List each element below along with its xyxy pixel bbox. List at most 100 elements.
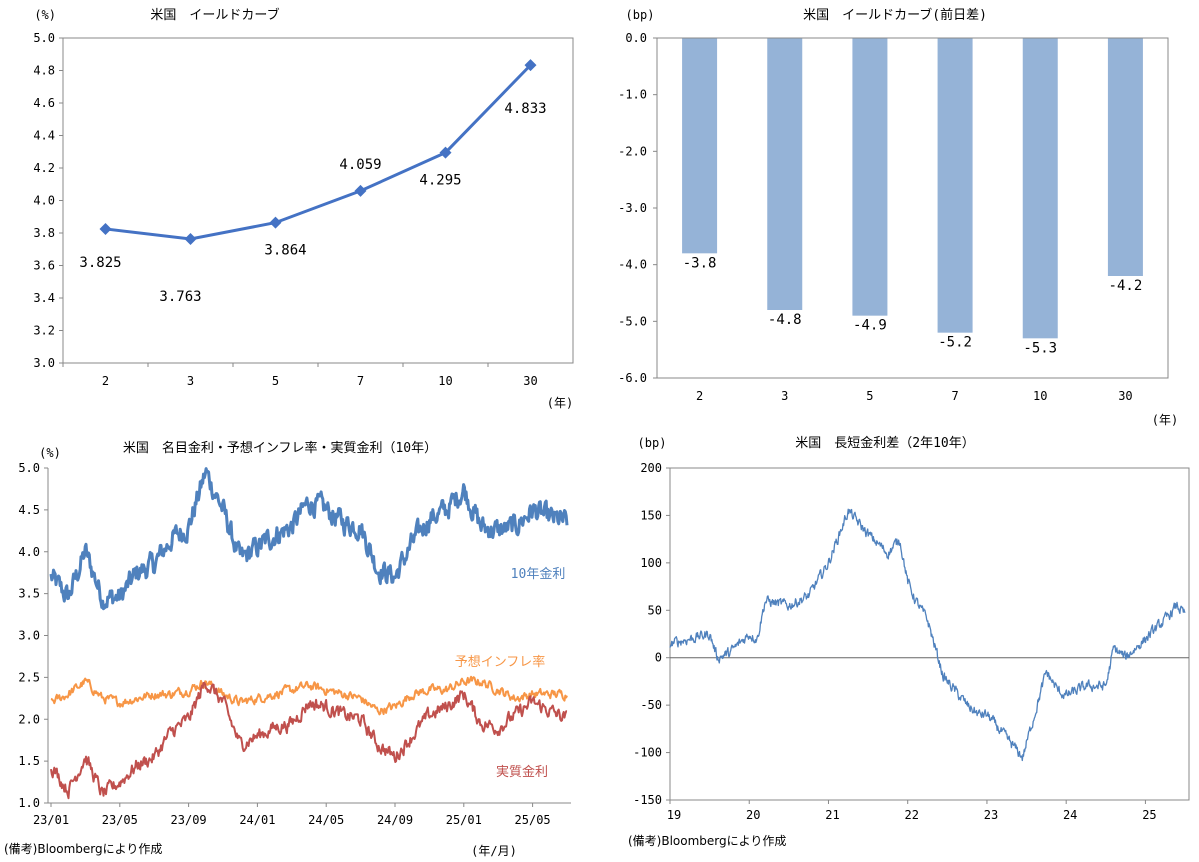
chart1-x-tick-label: 30 <box>523 374 537 388</box>
chart2-data-label: -4.9 <box>853 318 887 334</box>
chart1-y-tick-label: 3.6 <box>33 259 55 273</box>
chart1-y-tick-label: 4.8 <box>33 64 55 78</box>
chart1-y-tick-label: 4.4 <box>33 129 55 143</box>
chart1-y-tick-label: 4.2 <box>33 161 55 175</box>
chart4-x-tick-label: 22 <box>904 808 918 822</box>
chart2-y-tick-label: -3.0 <box>618 201 647 215</box>
chart3-y-tick-label: 5.0 <box>18 461 40 475</box>
chart2-data-label: -5.3 <box>1023 340 1057 356</box>
chart3-title: 米国 名目金利・予想インフレ率・実質金利（10年） <box>123 440 437 456</box>
chart3-y-tick-label: 4.5 <box>18 503 40 517</box>
chart1-point-marker <box>439 146 452 159</box>
chart1-point-marker <box>99 222 112 235</box>
chart1-point-marker <box>354 184 367 197</box>
chart4-y-tick-label: 100 <box>640 556 662 570</box>
chart2-bar <box>852 38 888 316</box>
chart2-bar <box>767 38 803 310</box>
chart3-series-line <box>50 675 568 716</box>
chart1-plot-frame <box>62 37 574 364</box>
chart4-y-unit: (bp) <box>638 436 667 450</box>
chart2-x-tick-label: 2 <box>696 389 703 403</box>
chart1-point-marker <box>184 233 197 246</box>
chart4-y-tick-label: 50 <box>648 603 662 617</box>
chart3-x-tick-label: 23/05 <box>102 813 138 827</box>
chart3-x-tick-label: 25/01 <box>446 813 482 827</box>
chart2-y-tick-label: -4.0 <box>618 258 647 272</box>
chart1-data-label: 4.059 <box>339 157 381 173</box>
chart2-x-tick-label: 5 <box>866 389 873 403</box>
chart3-series-line <box>49 467 569 611</box>
chart2-bar <box>1022 38 1058 339</box>
chart3-series-label: 10年金利 <box>511 566 566 582</box>
chart4-x-tick-label: 21 <box>825 808 839 822</box>
chart1-y-tick-label: 3.4 <box>33 291 55 305</box>
source-note-left: (備考)Bloombergにより作成 <box>4 842 163 856</box>
chart3-x-unit: (年/月) <box>471 844 517 858</box>
chart2-bar <box>937 38 973 333</box>
chart4-y-tick-label: 200 <box>640 461 662 475</box>
chart3-x-tick-label: 23/09 <box>171 813 207 827</box>
chart3-y-tick-label: 4.0 <box>18 545 40 559</box>
chart3-y-tick-label: 2.0 <box>18 712 40 726</box>
chart2-data-label: -3.8 <box>683 255 717 271</box>
chart1-x-unit: (年) <box>547 396 573 410</box>
chart3-series-line <box>50 681 568 800</box>
chart2-x-tick-label: 30 <box>1118 389 1132 403</box>
chart2-plot-frame <box>656 37 1169 379</box>
chart2-y-tick-label: -1.0 <box>618 88 647 102</box>
chart1-data-label: 4.833 <box>504 101 546 117</box>
chart2-x-tick-label: 10 <box>1033 389 1047 403</box>
chart3-y-tick-label: 1.0 <box>18 796 40 810</box>
chart3-x-tick-label: 23/01 <box>33 813 69 827</box>
chart3-y-unit: (%) <box>39 446 61 460</box>
chart4-plot-frame <box>669 467 1190 801</box>
source-note-right: (備考)Bloombergにより作成 <box>628 834 787 848</box>
chart2-title: 米国 イールドカーブ(前日差) <box>803 7 987 23</box>
chart1-data-label: 3.825 <box>79 255 121 271</box>
chart2-data-label: -4.8 <box>768 312 802 328</box>
chart4-y-tick-label: -100 <box>633 746 662 760</box>
chart1-y-tick-label: 4.6 <box>33 96 55 110</box>
chart3-x-tick-label: 24/09 <box>377 813 413 827</box>
chart4-y-tick-label: 150 <box>640 508 662 522</box>
chart4-x-tick-label: 20 <box>746 808 760 822</box>
chart1-x-tick-label: 5 <box>272 374 279 388</box>
chart1-x-tick-label: 3 <box>187 374 194 388</box>
chart2-data-label: -4.2 <box>1109 278 1143 294</box>
chart1-data-label: 3.864 <box>264 243 306 259</box>
chart3-y-tick-label: 1.5 <box>18 754 40 768</box>
chart2-x-unit: (年) <box>1152 413 1178 427</box>
chart1-y-unit: (%) <box>34 8 56 22</box>
chart1-y-tick-label: 3.8 <box>33 226 55 240</box>
chart2-y-tick-label: -5.0 <box>618 314 647 328</box>
chart3-series-label: 実質金利 <box>496 764 548 780</box>
chart1-series-line <box>105 64 532 241</box>
chart1-point-marker <box>524 59 537 72</box>
chart2-y-unit: (bp) <box>626 8 655 22</box>
chart1-x-tick-label: 10 <box>438 374 452 388</box>
chart4-x-tick-label: 25 <box>1142 808 1156 822</box>
chart1-title: 米国 イールドカーブ <box>150 7 279 23</box>
chart1-point-marker <box>269 216 282 229</box>
chart1-data-label: 3.763 <box>159 289 201 305</box>
chart4-y-tick-label: -150 <box>633 793 662 807</box>
chart3-x-tick-label: 24/05 <box>308 813 344 827</box>
chart2-data-label: -5.2 <box>938 335 972 351</box>
chart4-y-tick-label: 0 <box>655 651 662 665</box>
chart2-y-tick-label: -2.0 <box>618 144 647 158</box>
chart2-y-tick-label: -6.0 <box>618 371 647 385</box>
chart1-y-tick-label: 4.0 <box>33 194 55 208</box>
chart4-title: 米国 長短金利差（2年10年） <box>795 435 974 451</box>
chart3-x-tick-label: 24/01 <box>239 813 275 827</box>
chart3-x-tick-label: 25/05 <box>515 813 551 827</box>
chart2-y-tick-label: 0.0 <box>625 31 647 45</box>
chart3-series-label: 予想インフレ率 <box>455 654 546 670</box>
chart1-data-label: 4.295 <box>419 173 461 189</box>
chart2-x-tick-label: 7 <box>951 389 958 403</box>
chart4-x-tick-label: 24 <box>1063 808 1077 822</box>
chart1-y-tick-label: 3.2 <box>33 324 55 338</box>
chart4-x-tick-label: 19 <box>667 808 681 822</box>
chart3-y-tick-label: 3.5 <box>18 587 40 601</box>
